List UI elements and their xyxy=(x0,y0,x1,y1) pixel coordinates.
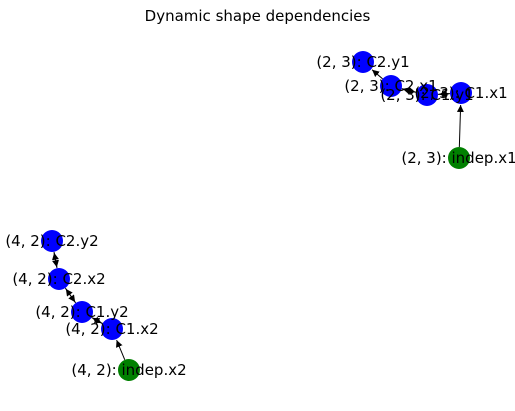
node-n2_c1y1 xyxy=(416,84,438,106)
node-label-n4_c1x2: (4, 2): C1.x2 xyxy=(65,320,158,338)
edge-n2_indep-to-n2_c1x1 xyxy=(456,104,464,148)
node-label-n2_c2x1: (2, 3): C2.x1 xyxy=(344,77,437,95)
node-n4_indep xyxy=(118,359,140,381)
node-label-n4_indep: (4, 2): indep.x2 xyxy=(71,361,186,379)
edge-n2_c1y1-to-n2_c1x1 xyxy=(437,90,450,98)
edges-layer xyxy=(52,69,464,361)
node-label-n4_c2y2: (4, 2): C2.y2 xyxy=(5,232,98,250)
node-label-n2_indep: (2, 3): indep.x1 xyxy=(401,149,515,167)
labels-layer: (2, 3): C2.y1(2, 3): C2.x1(2, 3): C1.y1(… xyxy=(5,53,515,379)
edge-n4_c2y2-to-n4_c2x2 xyxy=(52,251,59,268)
node-label-n4_c2x2: (4, 2): C2.x2 xyxy=(12,270,105,288)
node-n2_c2x1 xyxy=(380,75,402,97)
edge-n4_indep-to-n4_c1x2 xyxy=(116,339,126,361)
node-n4_c2x2 xyxy=(48,268,70,290)
node-label-n4_c1y2: (4, 2): C1.y2 xyxy=(35,303,128,321)
nodes-layer xyxy=(41,51,472,381)
node-n4_c1x2 xyxy=(101,318,123,340)
edge-n2_c2x1-to-n2_c1y1 xyxy=(401,86,416,94)
node-label-n2_c2y1: (2, 3): C2.y1 xyxy=(316,53,409,71)
node-n2_c1x1 xyxy=(450,82,472,104)
node-n4_c2y2 xyxy=(41,230,63,252)
node-label-n2_c1y1: (2, 3): C1.y1 xyxy=(380,86,473,104)
node-n4_c1y2 xyxy=(71,301,93,323)
edge-n2_c2x1-to-n2_c2y1 xyxy=(371,69,383,80)
edge-n4_c2x2-to-n4_c1y2 xyxy=(64,287,76,303)
node-n2_indep xyxy=(448,147,470,169)
node-n2_c2y1 xyxy=(352,51,374,73)
diagram-title: Dynamic shape dependencies xyxy=(144,7,371,25)
edge-n4_c1y2-to-n4_c1x2 xyxy=(91,316,102,324)
node-label-n2_c1x1: (2, 3): C1.x1 xyxy=(414,84,507,102)
